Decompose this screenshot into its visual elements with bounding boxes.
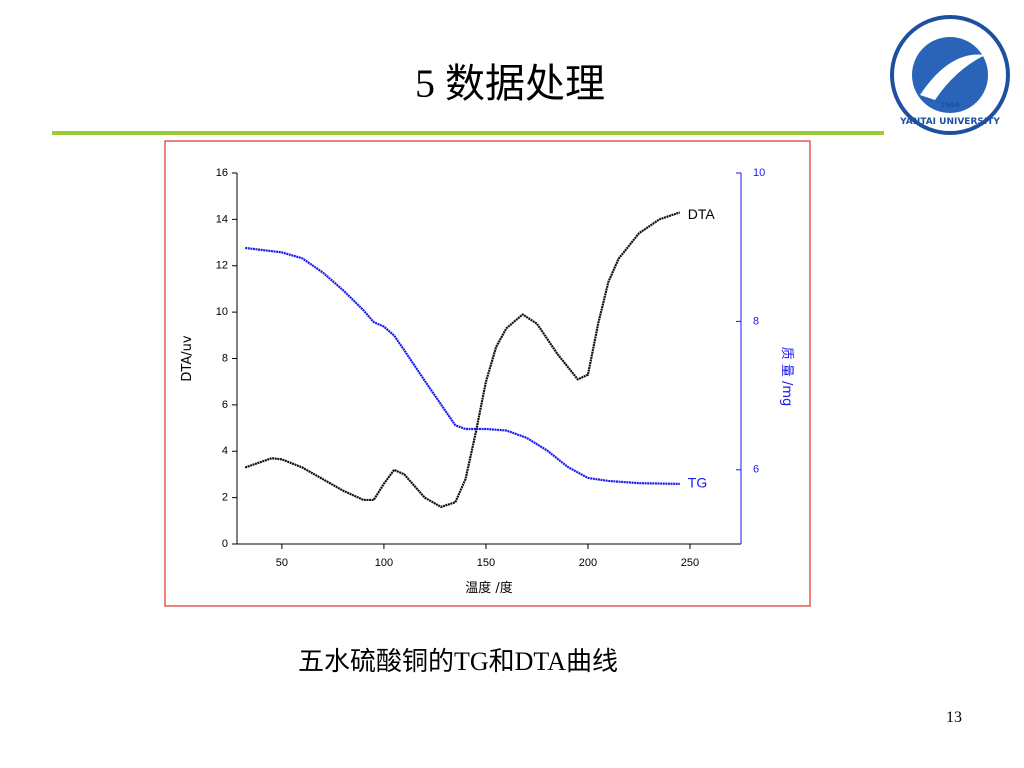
page-number: 13 — [946, 709, 962, 726]
y-tick-label: 6 — [222, 399, 228, 411]
chart: 50 100 150 200 250 0 2 4 6 8 10 12 14 16 6 8 10 温度 /度 DTA/… — [180, 167, 794, 596]
y-tick-label: 14 — [216, 213, 228, 225]
logo-name: YANTAI UNIVERSITY — [899, 117, 1000, 127]
y2-tick-label: 8 — [753, 315, 759, 327]
series-line — [245, 246, 680, 485]
x-tick-label: 50 — [276, 557, 288, 569]
figure-caption: 五水硫酸铜的TG和DTA曲线 — [298, 647, 618, 676]
x-axis-label: 温度 /度 — [465, 580, 513, 596]
y2-axis-label: 质 量 /mg — [779, 347, 794, 407]
series-line — [244, 211, 681, 508]
y2-tick-label: 10 — [753, 167, 765, 179]
slide-title: 5 数据处理 — [415, 61, 605, 106]
y-tick-label: 8 — [222, 352, 228, 364]
figure-frame — [164, 140, 811, 607]
y-tick-label: 16 — [216, 167, 228, 179]
y-tick-label: 10 — [216, 306, 228, 318]
y-tick-label: 4 — [222, 445, 228, 457]
x-tick-label: 200 — [579, 557, 597, 569]
series-label: TG — [688, 475, 707, 491]
y-axis-label: DTA/uv — [180, 335, 195, 381]
x-tick-label: 150 — [477, 557, 495, 569]
x-tick-label: 250 — [681, 557, 699, 569]
y-tick-label: 0 — [222, 538, 228, 550]
logo: 1984 YANTAI UNIVERSITY — [890, 15, 1010, 135]
y-tick-label: 12 — [216, 260, 228, 272]
x-tick-label: 100 — [375, 557, 393, 569]
logo-emblem — [920, 54, 985, 100]
y2-tick-label: 6 — [753, 464, 759, 476]
series-label: DTA — [688, 206, 716, 222]
logo-year: 1984 — [940, 101, 960, 109]
y-tick-label: 2 — [222, 492, 228, 504]
